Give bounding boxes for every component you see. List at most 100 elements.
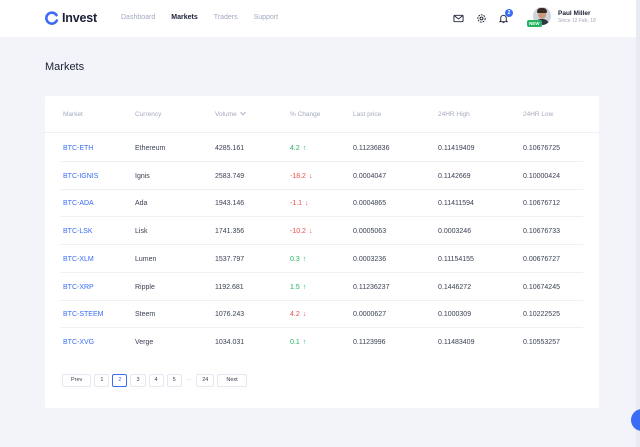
page-button[interactable]: 2: [112, 374, 128, 387]
cell-market[interactable]: BTC-XVG: [63, 339, 94, 346]
cell-value: Ignis: [135, 172, 150, 180]
cell-value: 0.0000627: [353, 311, 387, 319]
cell-last-price: 0.11236237: [353, 284, 389, 291]
cell-low: 0.00676727: [523, 256, 560, 263]
arrow-up-icon: ↑: [302, 145, 307, 152]
settings-icon[interactable]: [476, 13, 487, 24]
cell-change: 0.1 ↑: [290, 339, 306, 346]
cell-value: 0.1123996: [353, 338, 386, 346]
cell-market[interactable]: BTC-XLM: [63, 256, 94, 263]
cell-value: 0.00676727: [523, 255, 560, 263]
cell-market[interactable]: BTC-ETH: [63, 145, 93, 152]
cell-value: BTC-XRP: [63, 283, 94, 291]
cell-currency: Ethereum: [135, 145, 165, 152]
cell-value: 0.1446272: [438, 283, 472, 291]
page-button[interactable]: 24: [196, 374, 215, 387]
scrollbar-track[interactable]: [636, 0, 640, 447]
nav-item-markets[interactable]: Markets: [171, 14, 198, 21]
cell-high: 0.11419409: [438, 145, 474, 152]
cell-value: Ripple: [135, 283, 155, 291]
logo[interactable]: Invest: [45, 11, 97, 25]
cell-low: 0.10676733: [523, 228, 560, 235]
cell-value: 2583.749: [215, 172, 245, 180]
cell-value: -1.1: [290, 200, 303, 208]
prev-page-button[interactable]: Prev: [62, 374, 92, 387]
cell-high: 0.11411594: [438, 200, 474, 207]
cell-last-price: 0.0003236: [353, 256, 386, 263]
page-button[interactable]: 3: [130, 374, 146, 387]
cell-low: 0.10553257: [523, 339, 560, 346]
notification-badge: 2: [505, 9, 513, 17]
pagination: Prev 1 2 3 4 5... 24 Next: [62, 374, 247, 387]
cell-value: 0.0005063: [353, 228, 387, 236]
column-header-last-price: Last price: [353, 111, 381, 118]
table-row: BTC-ETH Ethereum 4285.161 4.2 ↑ 0.11236836 0.1…: [61, 134, 583, 162]
cell-value: BTC-STEEM: [63, 311, 104, 319]
cell-high: 0.1000309: [438, 311, 471, 318]
cell-value: 0.1000309: [438, 311, 472, 319]
cell-market[interactable]: BTC-XRP: [63, 284, 94, 291]
cell-value: BTC-ADA: [63, 200, 94, 208]
cell-low: 0.10000424: [523, 173, 560, 180]
arrow-down-icon: ↓: [308, 228, 313, 236]
cell-high: 0.1446272: [438, 284, 471, 291]
bell-icon[interactable]: [498, 13, 509, 24]
cell-value: 1943.146: [215, 200, 245, 208]
cell-value: BTC-ETH: [63, 145, 94, 152]
cell-value: 0.11483409: [438, 338, 475, 346]
cell-value: 0.0003246: [438, 228, 472, 236]
nav-item-traders[interactable]: Traders: [213, 14, 238, 21]
nav-item-support[interactable]: Support: [253, 14, 279, 21]
column-header-label: % Change: [290, 111, 321, 118]
column-header-currency: Currency: [135, 111, 161, 118]
cell-change: 0.3 ↑: [290, 256, 306, 263]
cell-value: BTC-XVG: [63, 338, 95, 346]
mail-icon[interactable]: [453, 13, 464, 24]
table-header: Market Currency Volume % Change Last price 24…: [45, 96, 599, 133]
cell-value: BTC-IGNIS: [63, 172, 99, 180]
table-row: BTC-LSK Lisk 1741.356 -10.2 ↓ 0.0005063 0.0003…: [61, 217, 583, 246]
column-header-volume[interactable]: Volume: [215, 111, 246, 118]
cell-value: -18.2: [290, 172, 306, 180]
nav-item-dashboard[interactable]: Dashboard: [121, 14, 156, 21]
arrow-up-icon: ↑: [302, 338, 307, 346]
cell-currency: Ignis: [135, 173, 150, 180]
brand-name: Invest: [62, 11, 97, 25]
cell-value: 0.10553257: [523, 338, 560, 346]
cell-market[interactable]: BTC-STEEM: [63, 311, 103, 318]
cell-market[interactable]: BTC-IGNIS: [63, 173, 98, 180]
cell-volume: 1943.146: [215, 200, 244, 207]
arrow-down-icon: ↓: [302, 311, 307, 319]
cell-volume: 4285.161: [215, 145, 244, 152]
cell-value: 1192.681: [215, 283, 244, 291]
cell-value: 0.11411594: [438, 200, 474, 208]
cell-currency: Steem: [135, 311, 155, 318]
chat-button[interactable]: [631, 409, 640, 431]
page-button[interactable]: 5: [166, 374, 182, 387]
user-name[interactable]: Paul Miller: [558, 10, 591, 17]
chevron-down-icon[interactable]: [239, 111, 246, 118]
cell-high: 0.11154155: [438, 256, 474, 263]
page-button[interactable]: 4: [148, 374, 164, 387]
cell-change: -1.1 ↓: [290, 200, 309, 207]
column-header-label: Last price: [353, 111, 382, 118]
cell-value: BTC-LSK: [63, 228, 93, 236]
cell-low: 0.10676712: [523, 200, 560, 207]
cell-market[interactable]: BTC-ADA: [63, 200, 94, 207]
cell-volume: 1741.356: [215, 228, 244, 235]
column-header-label: Currency: [135, 111, 162, 118]
cell-high: 0.11483409: [438, 339, 474, 346]
cell-value: 0.10674245: [523, 283, 560, 291]
cell-value: 0.10676712: [523, 200, 560, 208]
table-row: BTC-XRP Ripple 1192.681 1.5 ↑ 0.11236237 0.144…: [61, 273, 583, 301]
cell-market[interactable]: BTC-LSK: [63, 228, 93, 235]
next-page-button[interactable]: Next: [217, 374, 247, 387]
cell-volume: 1076.243: [215, 311, 244, 318]
table-row: BTC-XLM Lumen 1537.797 0.3 ↑ 0.0003236 0.11154…: [61, 245, 583, 273]
main-nav: Dashboard Markets Traders Support: [121, 14, 294, 21]
column-header-24hr-high: 24HR High: [438, 111, 470, 118]
column-header-market: Market: [63, 111, 83, 118]
user-member-since: Since 12 Feb, 18: [558, 18, 596, 24]
page-button[interactable]: 1: [94, 374, 110, 387]
table-row: BTC-XVG Verge 1034.031 0.1 ↑ 0.1123996 0.11483…: [61, 328, 583, 356]
